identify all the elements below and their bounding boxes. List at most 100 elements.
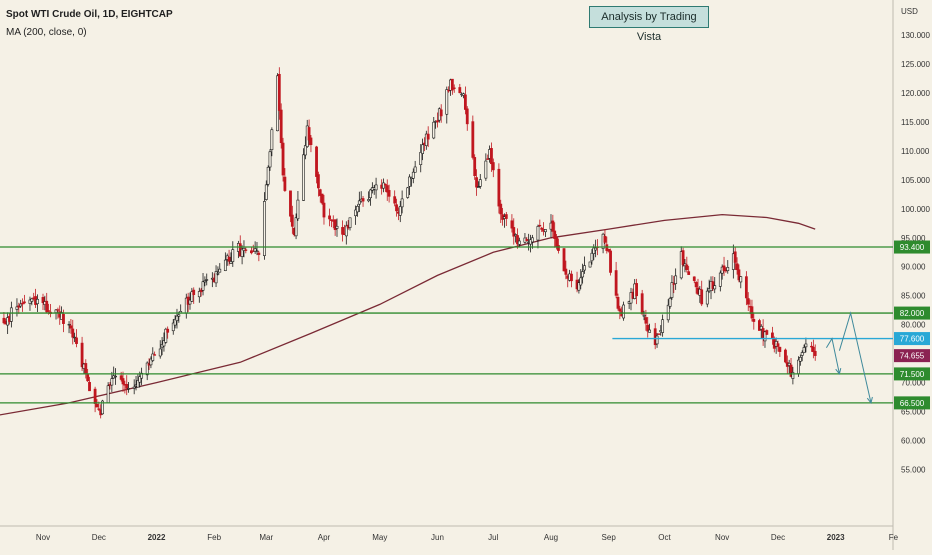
candle-body-up (253, 248, 257, 252)
candle-body-up (787, 362, 791, 366)
candle-body-up (177, 314, 181, 317)
price-tick-label: 110.000 (901, 147, 930, 156)
candle-body-up (190, 291, 194, 302)
candle-body-down (784, 349, 787, 363)
candle-body-down (452, 87, 456, 89)
candle-body-down (88, 381, 91, 392)
candle-body-down (279, 109, 283, 143)
level-price-label: 93.400 (900, 243, 925, 252)
candle-body-up (240, 248, 244, 257)
candle-body-down (711, 281, 715, 289)
candle-body-down (316, 174, 320, 189)
candle-body-up (201, 281, 205, 291)
candle-body-up (705, 290, 709, 305)
symbol-title[interactable]: Spot WTI Crude Oil, 1D, EIGHTCAP (6, 9, 173, 20)
price-tick-label: 125.000 (901, 60, 930, 69)
candle-body-up (530, 237, 534, 243)
candle-body-down (551, 220, 555, 232)
candle-body-down (385, 185, 389, 193)
candle-body-up (203, 280, 207, 283)
indicator-legend[interactable]: MA (200, close, 0) (6, 27, 87, 38)
candle-body-up (132, 386, 136, 389)
level-price-badge (894, 306, 930, 320)
time-tick-label: Jun (431, 533, 444, 542)
candle-body-down (735, 263, 739, 271)
candle-body-up (413, 166, 417, 173)
candle-body-down (450, 78, 454, 91)
candle-body-up (804, 343, 808, 348)
candle-body-up (197, 291, 201, 298)
candle-body-up (15, 306, 19, 310)
candle-body-up (294, 217, 298, 237)
level-price-label: 82.000 (900, 309, 925, 318)
candle-body-down (562, 248, 566, 272)
projection-path (825, 337, 840, 375)
candle-body-down (640, 293, 644, 315)
time-tick-label: Jul (488, 533, 498, 542)
candle-body-up (136, 380, 140, 388)
time-tick-label: Aug (544, 533, 558, 542)
candle-body-down (614, 270, 618, 296)
candle-body-up (266, 166, 270, 185)
candle-body-down (497, 168, 501, 207)
level-price-badge (894, 332, 930, 346)
candle-body-up (382, 182, 385, 189)
level-price-label: 77.600 (900, 335, 925, 344)
candle-body-up (594, 247, 598, 251)
candle-body-down (426, 133, 430, 140)
candle-body-down (93, 388, 97, 404)
candle-body-up (798, 356, 802, 362)
candle-body-down (510, 220, 514, 229)
candle-body-up (577, 282, 581, 291)
candle-body-down (618, 308, 622, 312)
candle-body-up (255, 250, 259, 252)
candle-body-down (322, 202, 326, 218)
candle-body-down (504, 214, 508, 219)
candle-body-up (158, 348, 162, 357)
price-tick-label: 90.000 (901, 263, 926, 272)
candle-body-down (227, 256, 231, 262)
candle-body-down (570, 273, 573, 282)
candle-body-down (692, 276, 696, 281)
projection-arrowhead (866, 396, 873, 405)
candle-body-up (421, 144, 424, 154)
candle-body-up (216, 273, 220, 275)
candle-body-down (491, 162, 495, 171)
price-tick-label: 60.000 (901, 437, 926, 446)
candle-body-down (41, 297, 45, 304)
candle-body-down (125, 384, 129, 389)
candle-body-down (277, 73, 281, 111)
candle-body-up (590, 252, 594, 262)
time-tick-label: May (372, 533, 387, 542)
candle-body-up (67, 323, 71, 326)
candle-body-up (424, 133, 428, 146)
candle-body-up (642, 314, 646, 317)
candle-body-up (354, 209, 358, 217)
candle-body-up (581, 271, 585, 278)
price-axis[interactable]: 55.00060.00065.00070.00075.00080.00085.0… (901, 31, 930, 475)
candle-body-up (106, 385, 110, 404)
time-axis[interactable]: Nov Dec 2022 Feb Mar Apr May Jun Jul Aug Sep Oct Nov… (36, 533, 899, 542)
candle-body-down (603, 235, 607, 243)
candle-body-down (95, 404, 99, 408)
candle-body-down (153, 354, 157, 356)
candle-body-down (69, 325, 73, 329)
candle-body-up (335, 225, 339, 229)
candle-body-down (56, 309, 60, 311)
candle-body-up (797, 359, 800, 374)
candle-body-up (101, 400, 104, 415)
candle-body-down (810, 345, 813, 348)
candle-body-up (419, 152, 423, 166)
candle-body-up (477, 186, 480, 188)
candle-body-down (525, 239, 529, 242)
candle-body-up (302, 154, 305, 201)
candle-body-up (149, 358, 153, 366)
candle-body-up (517, 240, 521, 245)
candle-body-up (668, 298, 672, 307)
candle-body-up (344, 225, 348, 237)
candle-body-down (737, 269, 741, 281)
candle-body-down (395, 204, 398, 212)
candle-body-down (309, 137, 313, 146)
candle-body-down (281, 142, 285, 176)
